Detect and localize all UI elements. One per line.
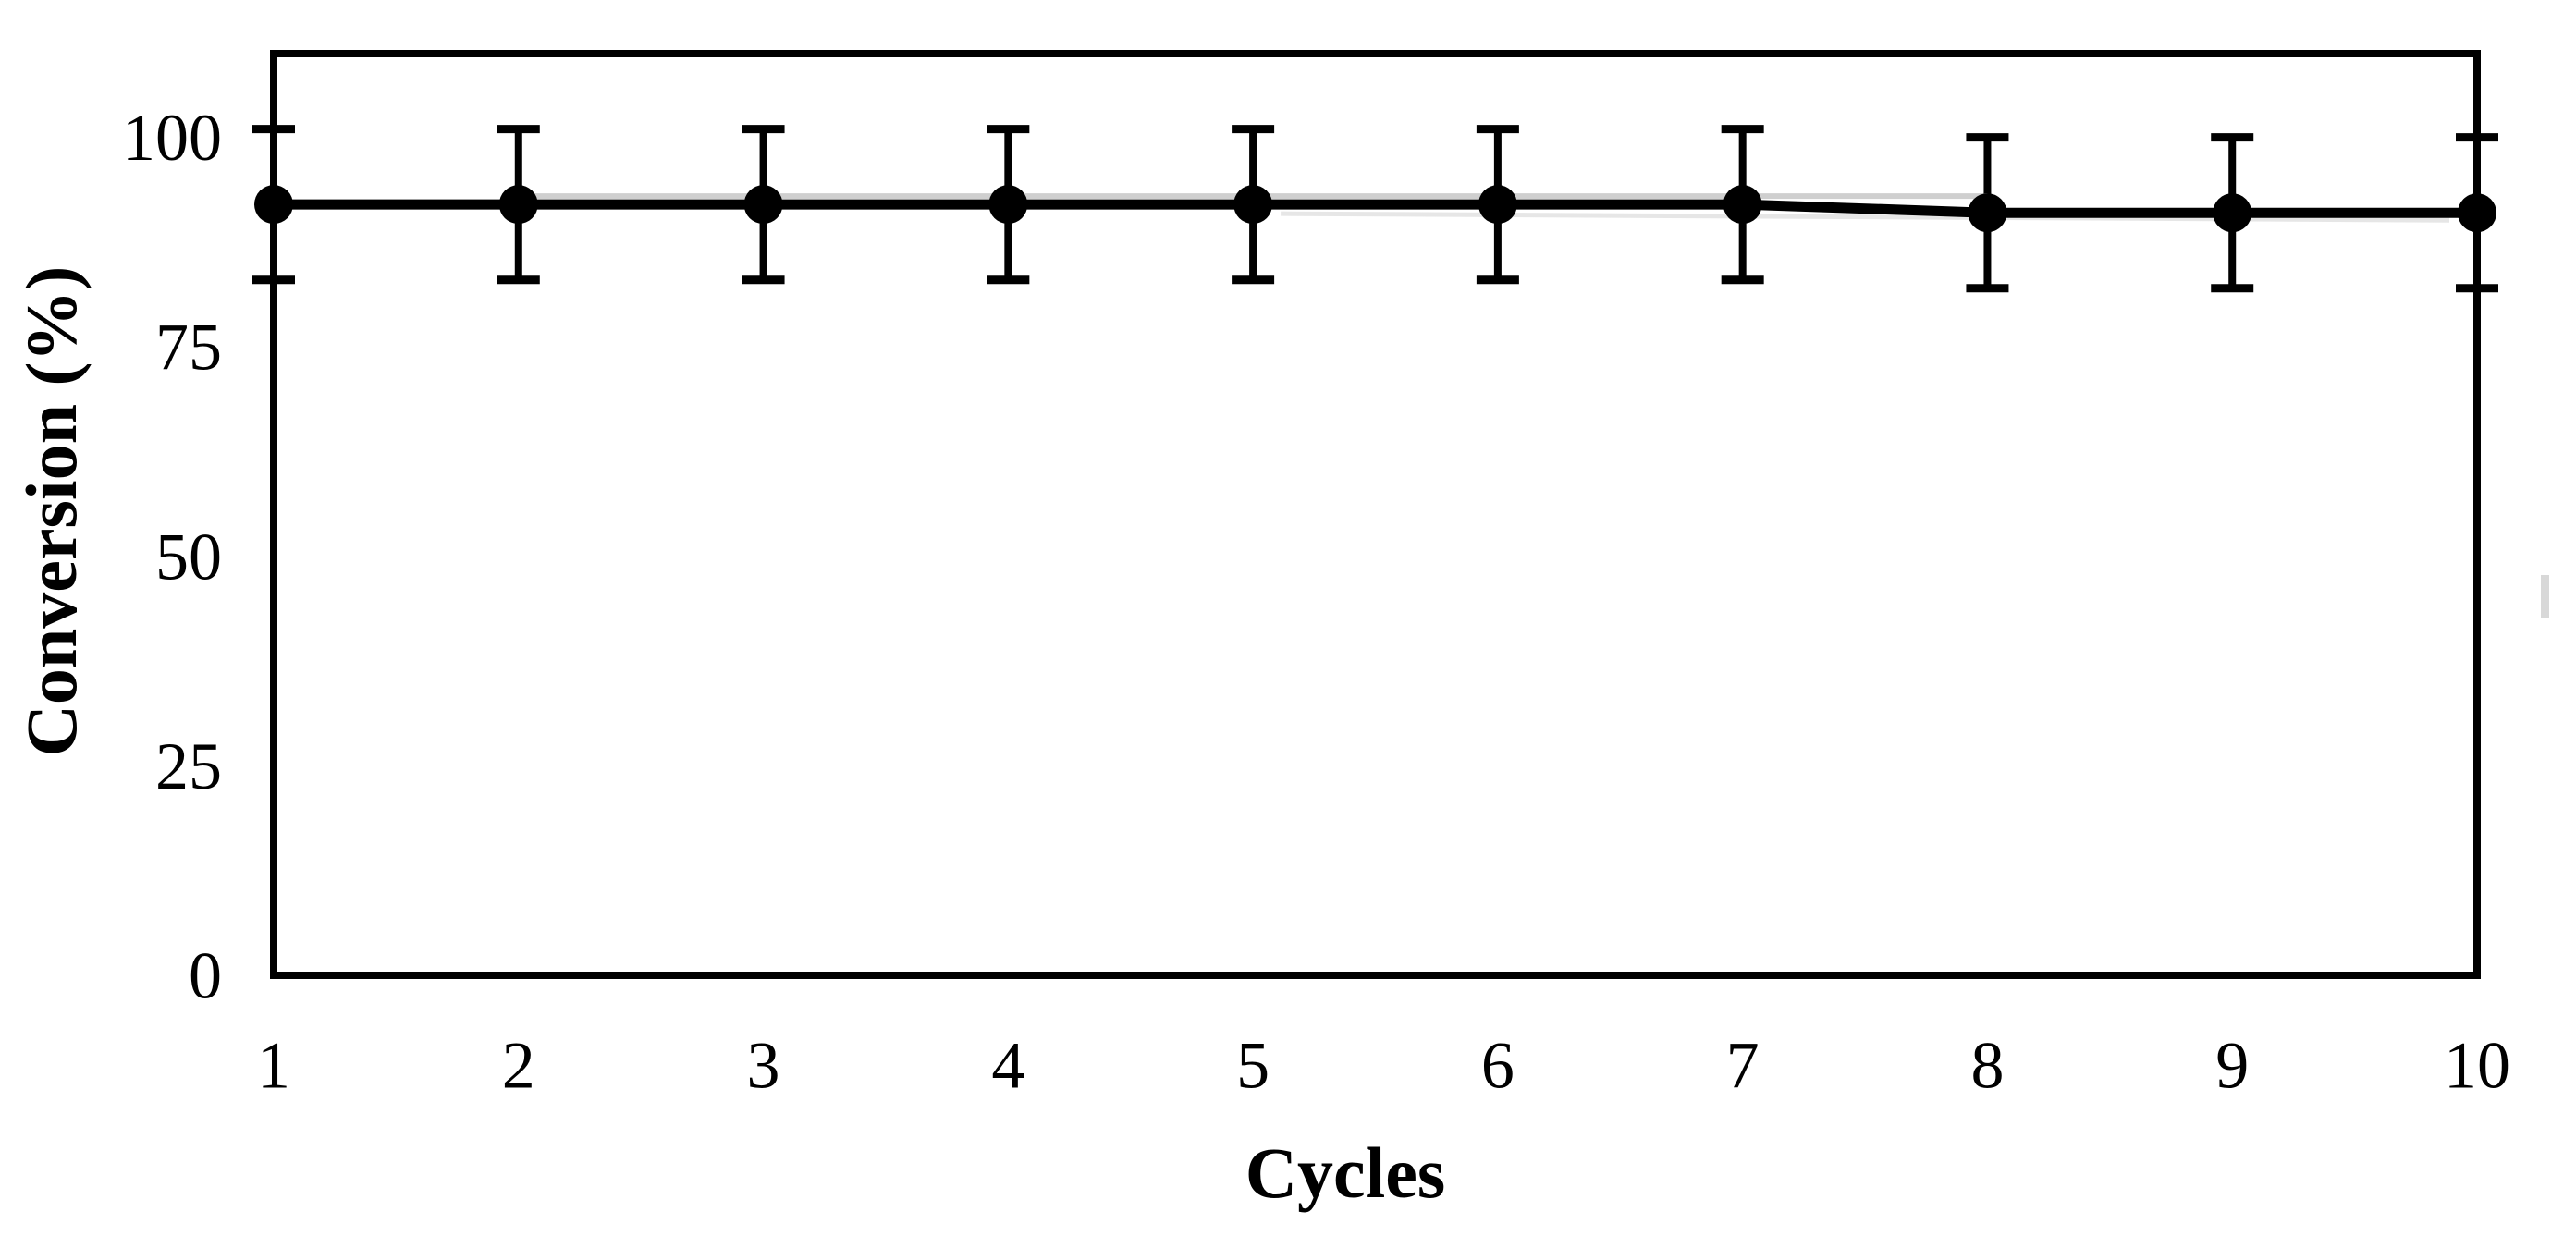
y-tick-label: 0 — [189, 938, 222, 1012]
x-tick-label: 7 — [1726, 1028, 1760, 1102]
data-point-marker — [1968, 193, 2007, 233]
x-axis-tick-labels: 1 2 3 4 5 6 7 8 9 10 — [257, 1028, 2510, 1102]
data-series — [252, 125, 2498, 293]
x-tick-label: 6 — [1481, 1028, 1515, 1102]
x-tick-label: 2 — [502, 1028, 535, 1102]
data-point-marker — [2213, 193, 2252, 233]
data-point-marker — [498, 185, 538, 225]
x-tick-label: 8 — [1970, 1028, 2004, 1102]
data-point-marker — [254, 185, 293, 225]
series-line — [274, 199, 2477, 218]
data-point-marker — [2458, 193, 2496, 233]
data-point-marker — [743, 185, 783, 225]
y-tick-label: 50 — [155, 520, 222, 594]
plot-border — [270, 50, 2481, 979]
x-tick-label: 3 — [747, 1028, 780, 1102]
y-axis-tick-labels: 0 25 50 75 100 — [122, 101, 222, 1012]
data-point-marker — [1233, 185, 1273, 225]
y-tick-label: 25 — [155, 729, 222, 803]
y-tick-label: 75 — [155, 311, 222, 385]
x-tick-label: 9 — [2215, 1028, 2249, 1102]
x-tick-label: 1 — [257, 1028, 290, 1102]
x-axis-title: Cycles — [1245, 1132, 1446, 1213]
data-point-marker — [1723, 185, 1762, 225]
x-tick-label: 5 — [1236, 1028, 1270, 1102]
x-tick-label: 4 — [991, 1028, 1024, 1102]
artifact-mark — [2541, 575, 2549, 618]
data-point-marker — [988, 185, 1028, 225]
x-tick-label: 10 — [2444, 1028, 2510, 1102]
plot-area — [270, 50, 2549, 979]
y-tick-label: 100 — [122, 101, 222, 175]
data-point-marker — [1478, 185, 1517, 225]
artifact-echo-line — [1281, 211, 2450, 223]
y-axis-title: Conversion (%) — [11, 266, 92, 757]
